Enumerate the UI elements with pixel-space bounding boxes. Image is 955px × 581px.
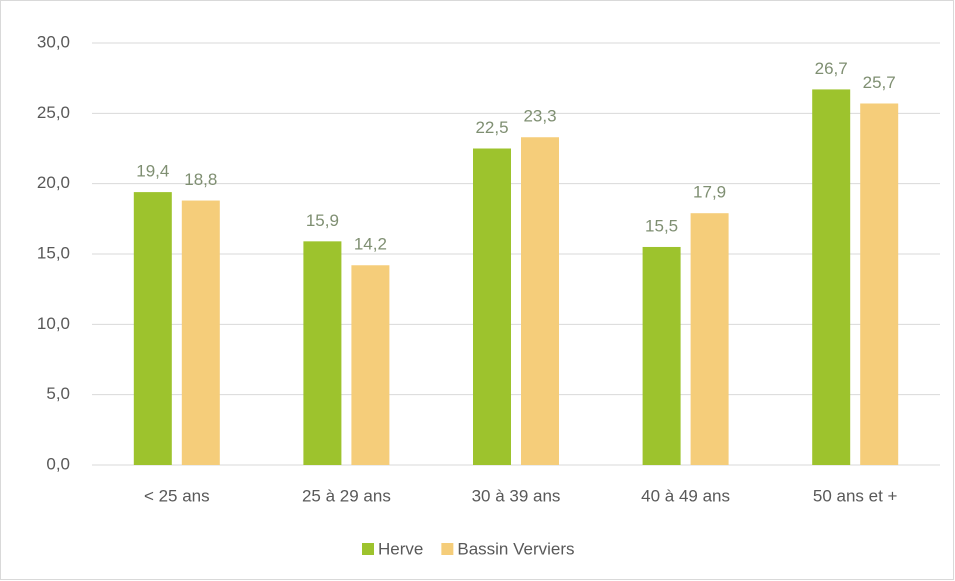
bar (351, 265, 390, 465)
bar (690, 213, 729, 465)
bar (133, 192, 172, 465)
value-label: 18,8 (184, 170, 217, 189)
y-tick-label: 25,0 (37, 103, 70, 122)
value-label: 17,9 (693, 183, 726, 202)
y-tick-label: 5,0 (46, 384, 70, 403)
legend-swatch (362, 543, 374, 555)
bar (473, 148, 511, 465)
value-label: 19,4 (136, 162, 169, 181)
value-label: 25,7 (863, 73, 896, 92)
bar (181, 200, 220, 465)
bar (642, 246, 681, 465)
bar (860, 103, 899, 465)
x-tick-label: 30 à 39 ans (472, 486, 561, 505)
x-tick-label: 25 à 29 ans (302, 486, 391, 505)
y-tick-label: 15,0 (37, 243, 70, 262)
y-tick-label: 0,0 (46, 454, 70, 473)
value-label: 23,3 (523, 107, 556, 126)
x-tick-label: 40 à 49 ans (641, 486, 730, 505)
value-label: 22,5 (475, 118, 508, 137)
legend-swatch (441, 543, 454, 555)
bar (521, 137, 559, 465)
value-label: 14,2 (354, 235, 387, 254)
y-tick-label: 30,0 (37, 32, 70, 51)
bar (812, 89, 851, 466)
value-label: 26,7 (815, 59, 848, 78)
bar (303, 241, 342, 465)
x-tick-label: < 25 ans (144, 486, 210, 505)
x-tick-label: 50 ans et + (813, 486, 898, 505)
value-label: 15,5 (645, 216, 678, 235)
legend-label: Bassin Verviers (457, 539, 574, 558)
y-tick-label: 20,0 (37, 173, 70, 192)
legend-label: Herve (378, 539, 423, 558)
y-tick-label: 10,0 (37, 314, 70, 333)
value-label: 15,9 (306, 211, 339, 230)
